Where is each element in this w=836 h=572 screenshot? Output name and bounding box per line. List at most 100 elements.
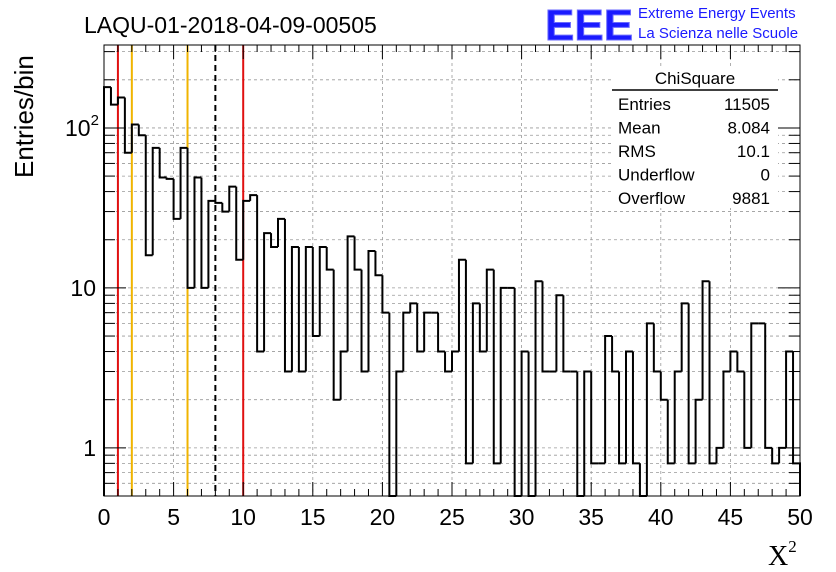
histogram-bin (137, 124, 146, 137)
histogram-bin (638, 463, 647, 497)
histogram-bin (235, 186, 244, 261)
histogram-bin (680, 302, 689, 372)
histogram-bin (659, 371, 668, 401)
histogram-bin (604, 335, 613, 464)
y-tick-label: 10 (70, 275, 96, 301)
x-axis: 0 5 10 15 20 25 30 35 40 45 50 (98, 45, 813, 530)
x-tick-label: 0 (98, 504, 111, 530)
histogram-bin (311, 247, 320, 338)
histogram-bin (109, 87, 118, 106)
stats-title: ChiSquare (655, 69, 735, 88)
histogram-bin (694, 398, 703, 464)
histogram-bin (576, 371, 585, 497)
histogram-bin (172, 178, 181, 220)
histogram-bin (409, 302, 418, 313)
run-title: LAQU-01-2018-04-09-00505 (84, 12, 377, 38)
x-tick-label: 30 (509, 504, 535, 530)
histogram-bin (715, 446, 724, 464)
histogram-bin (485, 268, 494, 352)
histogram-bin (116, 96, 125, 105)
stats-label: Mean (618, 119, 661, 138)
histogram-bin (318, 246, 327, 337)
stats-value: 10.1 (737, 142, 770, 161)
histogram-bin (249, 194, 258, 201)
histogram-bin (562, 295, 571, 373)
histogram-bin (186, 147, 195, 289)
histogram-bin (611, 336, 620, 373)
histogram-bin (625, 350, 633, 464)
histogram-bin (332, 269, 341, 401)
x-tick-label: 40 (648, 504, 674, 530)
histogram-bin (444, 351, 452, 373)
histogram-bin (771, 447, 780, 465)
histogram-bin (534, 280, 543, 496)
histogram-bin (673, 370, 682, 464)
histogram-bin (179, 146, 188, 219)
histogram-bin (304, 246, 313, 372)
histogram-bin (736, 351, 745, 373)
stats-label: Underflow (618, 166, 695, 185)
histogram-bin (283, 218, 292, 373)
x-tick-label: 35 (578, 504, 604, 530)
histogram-bin (583, 370, 592, 496)
histogram-bin (471, 302, 480, 464)
x-tick-label: 10 (230, 504, 256, 530)
histogram-bin (555, 294, 564, 372)
logo-line-2: La Scienza nelle Scuole (638, 25, 798, 42)
histogram-bin (200, 177, 209, 289)
histogram-bin (451, 350, 459, 372)
x-tick-label: 20 (370, 504, 396, 530)
histogram-bin (416, 303, 425, 353)
histogram-bin (360, 269, 369, 373)
x-tick-label: 15 (300, 504, 326, 530)
histogram-bin (297, 247, 306, 373)
x-tick-label: 45 (718, 504, 744, 530)
histogram-bin (144, 135, 153, 257)
histogram-bin (346, 235, 355, 352)
stats-value: 11505 (724, 95, 770, 114)
logo-line-1: Extreme Energy Events (638, 5, 796, 22)
histogram-bin (325, 247, 334, 271)
vertical-markers (116, 45, 245, 496)
stats-value: 9881 (732, 189, 770, 208)
histogram-bin (527, 351, 536, 497)
stats-label: Overflow (618, 189, 686, 208)
eee-logo: EEE (545, 1, 633, 50)
histogram-bin (123, 97, 132, 154)
histogram-bin (381, 275, 390, 314)
x-axis-label: X2 (768, 537, 797, 572)
histogram-bin (590, 371, 599, 465)
stats-value: 0 (761, 166, 770, 185)
histogram-bin (764, 323, 773, 449)
x-tick-label: 50 (787, 504, 813, 530)
histogram-bin (729, 350, 738, 372)
histogram-bin (687, 303, 696, 465)
stats-label: RMS (618, 142, 656, 161)
y-axis-label: Entries/bin (9, 55, 39, 178)
histogram-bin (464, 259, 473, 465)
histogram-bin (207, 199, 216, 288)
histogram-bin (478, 303, 487, 353)
histogram-bin (520, 350, 529, 496)
histogram-bin (750, 322, 759, 448)
histogram-bin (437, 312, 446, 353)
histogram-bin (792, 351, 801, 496)
stats-value: 8.084 (727, 119, 770, 138)
histogram-bin (541, 281, 550, 373)
histogram-bin (151, 146, 160, 256)
histogram-bin (158, 147, 167, 179)
y-tick-label: 102 (65, 112, 99, 141)
histogram-bin (618, 371, 626, 465)
histogram-bin (631, 351, 640, 465)
x-tick-label: 5 (167, 504, 180, 530)
histogram-bin (423, 311, 432, 352)
histogram-bin (778, 446, 787, 464)
histogram-bin (666, 399, 675, 465)
histogram-bin (221, 202, 230, 213)
histogram-bin (374, 251, 383, 277)
histogram-bin (256, 195, 265, 353)
histogram-bin (165, 177, 174, 180)
histogram-bin (130, 123, 139, 153)
histogram-bin (652, 323, 661, 373)
